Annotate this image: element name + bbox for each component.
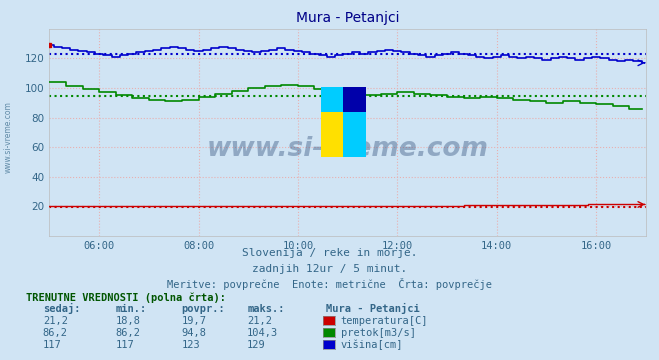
- Text: 117: 117: [43, 340, 61, 350]
- Text: Mura - Petanjci: Mura - Petanjci: [326, 303, 420, 314]
- Text: min.:: min.:: [115, 304, 146, 314]
- Text: 94,8: 94,8: [181, 328, 206, 338]
- Text: 21,2: 21,2: [43, 316, 68, 326]
- Text: 19,7: 19,7: [181, 316, 206, 326]
- Text: Meritve: povprečne  Enote: metrične  Črta: povprečje: Meritve: povprečne Enote: metrične Črta:…: [167, 278, 492, 290]
- FancyBboxPatch shape: [321, 87, 343, 112]
- Text: Slovenija / reke in morje.: Slovenija / reke in morje.: [242, 248, 417, 258]
- Text: www.si-vreme.com: www.si-vreme.com: [3, 101, 13, 173]
- Text: 117: 117: [115, 340, 134, 350]
- Text: povpr.:: povpr.:: [181, 304, 225, 314]
- FancyBboxPatch shape: [321, 112, 343, 157]
- Text: 123: 123: [181, 340, 200, 350]
- Text: sedaj:: sedaj:: [43, 303, 80, 314]
- Text: 86,2: 86,2: [43, 328, 68, 338]
- Text: 104,3: 104,3: [247, 328, 278, 338]
- Text: višina[cm]: višina[cm]: [341, 339, 403, 350]
- Title: Mura - Petanjci: Mura - Petanjci: [296, 11, 399, 25]
- FancyBboxPatch shape: [343, 87, 366, 112]
- Text: temperatura[C]: temperatura[C]: [341, 316, 428, 326]
- Text: pretok[m3/s]: pretok[m3/s]: [341, 328, 416, 338]
- Text: TRENUTNE VREDNOSTI (polna črta):: TRENUTNE VREDNOSTI (polna črta):: [26, 293, 226, 303]
- FancyBboxPatch shape: [343, 112, 366, 157]
- Text: zadnjih 12ur / 5 minut.: zadnjih 12ur / 5 minut.: [252, 264, 407, 274]
- Text: 86,2: 86,2: [115, 328, 140, 338]
- Text: maks.:: maks.:: [247, 304, 285, 314]
- Text: 21,2: 21,2: [247, 316, 272, 326]
- Text: 18,8: 18,8: [115, 316, 140, 326]
- Text: www.si-vreme.com: www.si-vreme.com: [207, 136, 488, 162]
- Text: 129: 129: [247, 340, 266, 350]
